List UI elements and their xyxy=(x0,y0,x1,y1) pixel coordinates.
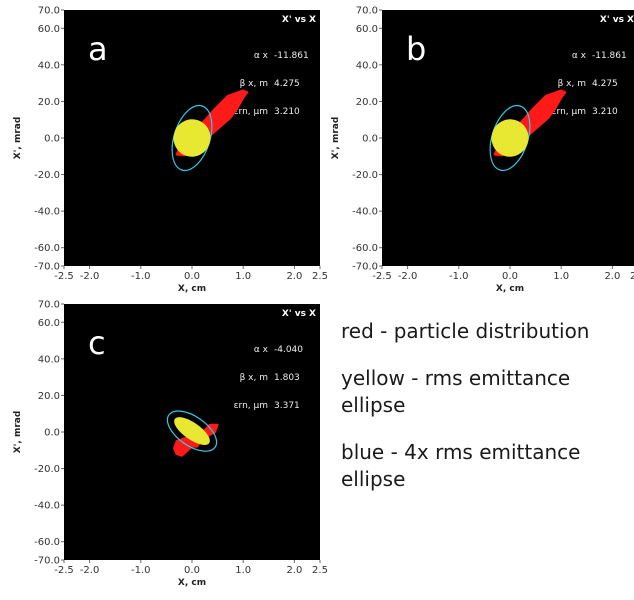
x-axis-label: X, cm xyxy=(178,578,206,588)
legend-yellow-text-line2: ellipse xyxy=(341,393,406,417)
y-tick-label: 40.0 xyxy=(38,60,60,71)
param-value: 3.371 xyxy=(274,401,300,411)
param-label: εrn, μm xyxy=(234,107,268,117)
x-tick-label: -2.5 xyxy=(372,271,392,282)
param-value: 4.275 xyxy=(592,79,618,89)
x-tick-label: -1.0 xyxy=(131,271,151,282)
x-tick-label: 1.0 xyxy=(235,565,251,576)
y-tick-label: 70.0 xyxy=(38,300,60,311)
y-tick-label: 0.0 xyxy=(362,134,378,145)
param-label: β x, m xyxy=(240,79,268,89)
color-legend: red - particle distribution yellow - rms… xyxy=(341,318,631,493)
x-tick-label: 2.5 xyxy=(312,565,328,576)
x-tick-label: 1.0 xyxy=(235,271,251,282)
x-tick-label: 2.0 xyxy=(604,271,620,282)
legend-yellow-text-line1: yellow - rms emittance xyxy=(341,366,571,390)
param-value: -11.861 xyxy=(592,51,627,61)
y-tick-label: -70.0 xyxy=(352,262,378,273)
legend-blue-text-line2: ellipse xyxy=(341,467,406,491)
y-tick-label: 70.0 xyxy=(356,6,378,17)
y-tick-label: 20.0 xyxy=(356,97,378,108)
param-label: α x xyxy=(254,51,269,61)
y-tick-label: 20.0 xyxy=(38,97,60,108)
param-value: -11.861 xyxy=(274,51,309,61)
x-tick-label: -2.5 xyxy=(54,271,74,282)
x-tick-label: 2.5 xyxy=(630,271,634,282)
y-tick-label: -60.0 xyxy=(352,243,378,254)
ellipse-rms xyxy=(173,119,211,157)
y-tick-label: 60.0 xyxy=(38,318,60,329)
y-axis-label: X', mrad xyxy=(331,117,341,160)
x-tick-label: -2.0 xyxy=(398,271,418,282)
y-tick-label: -70.0 xyxy=(34,262,60,273)
y-tick-label: 60.0 xyxy=(38,24,60,35)
param-label: β x, m xyxy=(558,79,586,89)
chart-svg-a: 70.060.040.020.00.0-20.0-40.0-60.0-70.0-… xyxy=(13,6,328,295)
y-axis-label: X', mrad xyxy=(13,411,23,454)
y-tick-label: -40.0 xyxy=(34,501,60,512)
x-tick-label: 0.0 xyxy=(502,271,518,282)
param-label: α x xyxy=(254,345,269,355)
legend-red-text: red - particle distribution xyxy=(341,319,590,343)
panel-letter: c xyxy=(88,324,106,362)
legend-blue-text-line1: blue - 4x rms emittance xyxy=(341,440,581,464)
y-tick-label: -60.0 xyxy=(34,243,60,254)
param-label: εrn, μm xyxy=(234,401,268,411)
x-tick-label: -2.0 xyxy=(80,271,100,282)
y-tick-label: 0.0 xyxy=(44,428,60,439)
chart-title: X' vs X xyxy=(282,309,316,319)
param-value: 1.803 xyxy=(274,373,300,383)
y-tick-label: -20.0 xyxy=(34,464,60,475)
x-tick-label: 0.0 xyxy=(184,271,200,282)
x-axis-label: X, cm xyxy=(496,284,524,294)
y-tick-label: -70.0 xyxy=(34,556,60,567)
y-tick-label: 0.0 xyxy=(44,134,60,145)
y-tick-label: -40.0 xyxy=(352,207,378,218)
panel-letter: b xyxy=(406,30,426,68)
y-tick-label: 40.0 xyxy=(38,354,60,365)
x-tick-label: -1.0 xyxy=(449,271,469,282)
ellipse-rms xyxy=(174,417,210,445)
chart-svg-c: 70.060.040.020.00.0-20.0-40.0-60.0-70.0-… xyxy=(13,300,328,589)
x-tick-label: -2.5 xyxy=(54,565,74,576)
chart-title: X' vs X xyxy=(282,15,316,25)
ellipse-4x-rms xyxy=(166,410,218,452)
y-tick-label: 70.0 xyxy=(38,6,60,17)
y-tick-label: -40.0 xyxy=(34,207,60,218)
y-tick-label: 40.0 xyxy=(356,60,378,71)
chart-svg-b: 70.060.040.020.00.0-20.0-40.0-60.0-70.0-… xyxy=(331,6,634,294)
ellipse-rms xyxy=(491,119,529,157)
x-tick-label: -1.0 xyxy=(131,565,151,576)
param-value: 4.275 xyxy=(274,79,300,89)
x-tick-label: -2.0 xyxy=(80,565,100,576)
y-axis-label: X', mrad xyxy=(13,117,23,160)
param-label: β x, m xyxy=(240,373,268,383)
x-tick-label: 2.0 xyxy=(286,565,302,576)
x-tick-label: 2.0 xyxy=(286,271,302,282)
y-tick-label: 20.0 xyxy=(38,391,60,402)
chart-title: X' vs X xyxy=(600,15,634,25)
param-label: εrn, μm xyxy=(552,107,586,117)
chart-panel-b: 70.0 60.0 40.0 20.0 0.0 -20.0 -40.0 -60.0 -70.0-… xyxy=(318,6,634,298)
x-tick-label: 1.0 xyxy=(553,271,569,282)
param-value: 3.210 xyxy=(274,107,300,117)
param-value: -4.040 xyxy=(274,345,303,355)
x-tick-label: 0.0 xyxy=(184,565,200,576)
panel-letter: a xyxy=(88,30,108,68)
chart-panel-a: 70.0 60.0 40.0 20.0 0.0 -20.0 -40.0 -60.0 -70.0-… xyxy=(0,6,328,298)
chart-panel-c: 70.0 60.0 40.0 20.0 0.0 -20.0 -40.0 -60.0 -70.0-… xyxy=(0,300,328,592)
y-tick-label: -20.0 xyxy=(352,170,378,181)
x-tick-label: 2.5 xyxy=(312,271,328,282)
param-value: 3.210 xyxy=(592,107,618,117)
x-axis-label: X, cm xyxy=(178,284,206,294)
param-label: α x xyxy=(572,51,587,61)
y-tick-label: -20.0 xyxy=(34,170,60,181)
y-tick-label: -60.0 xyxy=(34,537,60,548)
y-tick-label: 60.0 xyxy=(356,24,378,35)
